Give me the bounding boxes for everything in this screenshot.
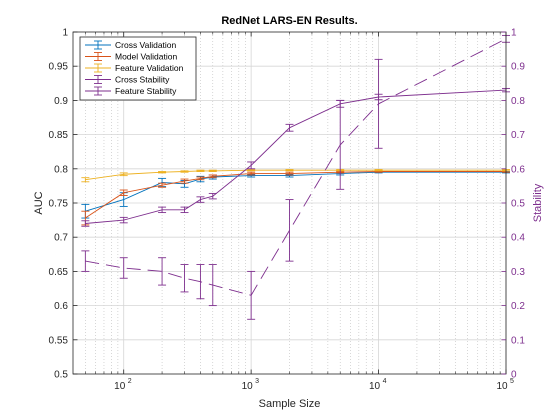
error-bar [158,171,167,174]
y-right-tick-label: 0.4 [511,233,525,244]
y-left-tick-label: 0.9 [54,96,68,107]
series-feature-stability [81,87,510,227]
error-bar [81,250,90,272]
error-bar [196,264,205,300]
legend-label: Feature Validation [115,63,184,73]
error-bar [374,93,383,101]
y-left-tick-label: 0.95 [49,62,69,73]
error-bar [196,196,205,203]
error-bar [285,123,294,132]
y-left-tick-label: 0.55 [49,335,69,346]
y-right-tick-label: 0.3 [511,267,525,278]
error-bar [180,206,189,214]
error-bar [119,172,128,177]
x-tick-label-exponent: 4 [383,378,387,385]
chart-title: RedNet LARS-EN Results. [221,15,357,27]
y-axis-label-left: AUC [33,191,45,214]
x-tick-label-exponent: 2 [128,378,132,385]
x-tick-label-base: 10 [369,381,381,392]
legend-label: Model Validation [115,52,177,62]
error-bar [158,182,167,188]
x-tick-label-base: 10 [114,381,126,392]
error-bar [247,161,256,170]
x-tick-label-exponent: 5 [510,378,514,385]
y-right-tick-label: 0.9 [511,62,525,73]
error-bar [285,169,294,172]
x-tick-label: 10 5 [496,378,514,392]
legend-item-cross-validation: Cross Validation [85,40,177,50]
y-right-tick-label: 0.2 [511,301,525,312]
x-tick-label: 10 3 [242,378,260,392]
error-bar [81,177,90,183]
error-bar [208,192,217,200]
error-bar [81,220,90,227]
error-bar [336,99,345,108]
error-bar [374,58,383,149]
y-right-tick-label: 0.8 [511,96,525,107]
y-right-tick-label: 0.6 [511,164,525,175]
error-bar [119,216,128,224]
x-axis-label: Sample Size [259,398,321,410]
error-bar [158,257,167,286]
y-right-tick-label: 1 [511,28,517,39]
y-right-tick-label: 0.5 [511,199,525,210]
y-axis-label-right: Stability [532,183,544,222]
error-bar [208,264,217,307]
y-left-tick-label: 0.7 [54,233,68,244]
error-bar [119,189,128,196]
x-tick-label-base: 10 [496,381,508,392]
y-left-tick-label: 0.8 [54,164,68,175]
x-tick-label-exponent: 3 [255,378,259,385]
y-left-tick-label: 0.65 [49,267,69,278]
error-bar [196,169,205,172]
y-left-tick-label: 0.85 [49,130,69,141]
ticks: 10 2 10 3 10 4 10 50.50.550.60.650.70.750.80.85… [49,28,526,393]
legend-item-cross-stability: Cross Stability [85,75,170,85]
error-bar [196,176,205,181]
x-tick-label: 10 2 [114,378,132,392]
error-bar [180,170,189,173]
legend-box [79,36,197,101]
error-bar [247,270,256,320]
y-right-tick-label: 0 [511,370,517,381]
error-bar [285,171,294,176]
y-right-tick-label: 0.7 [511,130,525,141]
error-bar [208,169,217,172]
legend-label: Cross Stability [115,75,170,85]
error-bar [247,169,256,172]
legend-label: Cross Validation [115,40,177,50]
error-bar [158,206,167,214]
y-left-tick-label: 0.6 [54,301,68,312]
error-bar [180,264,189,293]
legend-item-model-validation: Model Validation [85,52,177,62]
error-bar [119,257,128,279]
legend-item-feature-validation: Feature Validation [85,63,184,73]
y-left-tick-label: 0.75 [49,199,69,210]
error-bar [208,174,217,179]
x-tick-label-base: 10 [242,381,254,392]
legend-label: Feature Stability [115,86,177,96]
error-bar [285,199,294,262]
error-bar [374,169,383,172]
y-left-tick-label: 0.5 [54,370,68,381]
error-bar [247,171,256,176]
x-tick-label: 10 4 [369,378,387,392]
legend-item-feature-stability: Feature Stability [85,86,177,96]
y-left-tick-label: 1 [62,28,68,39]
y-right-tick-label: 0.1 [511,335,525,346]
error-bar [180,178,189,184]
